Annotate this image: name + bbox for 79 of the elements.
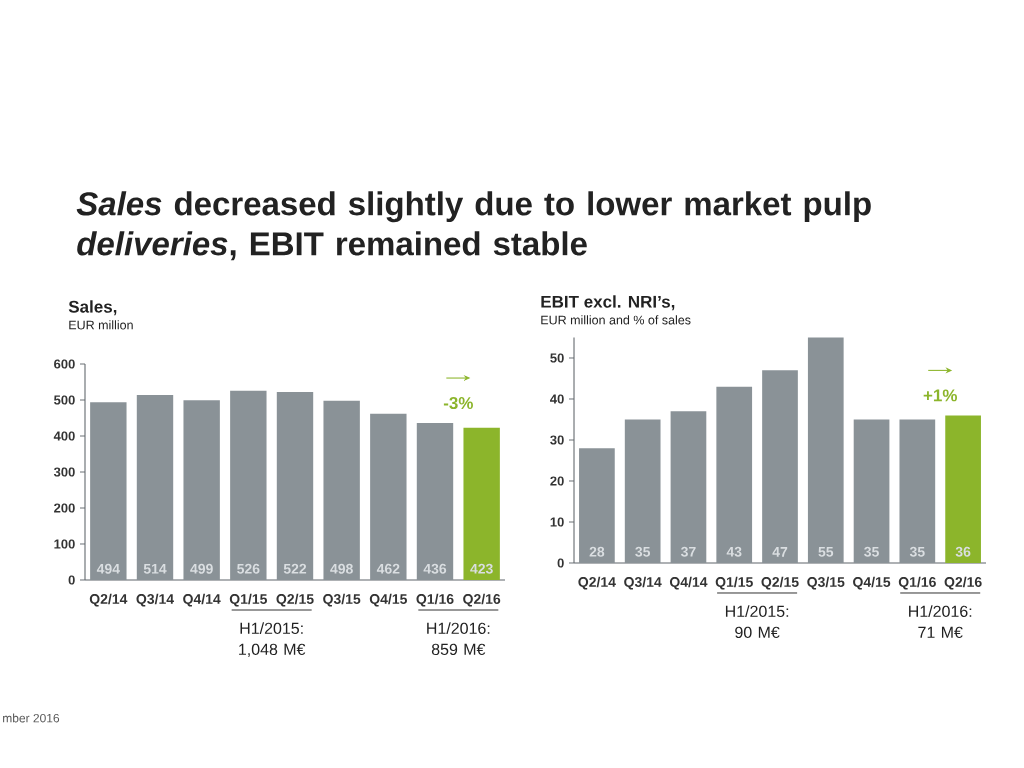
x-tick-label: Q2/15 xyxy=(761,576,799,590)
y-tick-label: 200 xyxy=(54,503,75,513)
x-tick-label: Q1/16 xyxy=(416,593,454,607)
data-label: 436 xyxy=(423,563,447,574)
y-tick-label: 500 xyxy=(54,395,75,405)
text: Sales decreased slightly due to lower market pulp deliveries, EBIT remained stable xyxy=(76,191,871,261)
x-tick-label: Q4/15 xyxy=(369,593,407,607)
bar xyxy=(670,411,707,563)
data-label: 37 xyxy=(680,546,696,557)
data-label: 526 xyxy=(237,563,260,574)
x-tick-label: Q2/14 xyxy=(89,593,128,607)
y-tick-label: 600 xyxy=(54,359,75,369)
y-tick-label: 0 xyxy=(557,558,564,568)
chart-title: Sales, xyxy=(68,300,117,316)
data-label: 423 xyxy=(470,563,493,574)
text: H1/2016: 71 M€ xyxy=(909,605,972,639)
x-tick-label: Q2/16 xyxy=(463,593,501,607)
data-label: 35 xyxy=(864,546,879,557)
x-tick-label: Q3/14 xyxy=(136,593,174,607)
bar xyxy=(762,370,798,563)
x-tick-label: Q1/16 xyxy=(898,576,936,590)
y-tick-label: 400 xyxy=(53,431,75,441)
bar xyxy=(899,419,936,563)
chart-subtitle: EUR million and % of sales xyxy=(541,315,691,325)
x-tick-label: Q4/14 xyxy=(669,576,708,590)
bar xyxy=(276,392,314,580)
bar xyxy=(624,419,661,563)
bar xyxy=(136,394,174,580)
chart-title: EBIT excl. NRI’s, xyxy=(541,295,675,311)
data-label: 47 xyxy=(772,547,788,557)
bar xyxy=(370,413,407,580)
bar xyxy=(853,419,890,563)
data-label: 55 xyxy=(818,546,834,557)
bar xyxy=(416,423,454,580)
y-tick-label: 50 xyxy=(550,353,564,363)
y-tick-label: 10 xyxy=(550,517,564,527)
x-tick-label: Q1/15 xyxy=(715,576,753,590)
annotation: -3% xyxy=(443,397,473,410)
text: H1/2015: 1,048 M€ xyxy=(239,622,306,657)
y-tick-label: 100 xyxy=(54,539,75,549)
data-label: 36 xyxy=(955,546,971,557)
bar xyxy=(90,402,127,580)
bar xyxy=(945,415,981,563)
data-label: 35 xyxy=(909,546,925,557)
x-tick-label: Q3/15 xyxy=(323,593,361,607)
y-tick-label: 0 xyxy=(68,575,75,585)
data-label: 462 xyxy=(376,563,400,574)
data-label: 35 xyxy=(635,546,651,557)
bar xyxy=(463,427,500,580)
bar xyxy=(323,400,360,580)
annotation: +1% xyxy=(923,389,958,402)
data-label: 498 xyxy=(330,563,353,574)
bar xyxy=(230,390,267,580)
y-tick-label: 300 xyxy=(53,467,75,477)
x-tick-label: Q4/15 xyxy=(853,576,891,590)
bar xyxy=(183,400,220,580)
x-tick-label: Q3/14 xyxy=(624,576,662,590)
data-label: 522 xyxy=(283,563,307,574)
x-tick-label: Q2/15 xyxy=(276,593,314,607)
data-label: 43 xyxy=(726,546,742,557)
text: H1/2015: 90 M€ xyxy=(725,605,789,639)
x-tick-label: Q2/16 xyxy=(944,576,982,590)
x-tick-label: Q1/15 xyxy=(229,593,267,607)
data-label: 499 xyxy=(190,563,213,574)
data-label: 494 xyxy=(96,563,120,574)
x-tick-label: Q3/15 xyxy=(807,576,845,590)
chart-subtitle: EUR million xyxy=(69,320,133,330)
y-tick-label: 30 xyxy=(550,435,564,445)
data-label: 514 xyxy=(143,563,167,574)
data-label: 28 xyxy=(589,546,605,557)
text: mber 2016 xyxy=(3,713,60,723)
x-tick-label: Q2/14 xyxy=(578,576,616,590)
bar xyxy=(716,386,753,563)
bar xyxy=(807,337,844,563)
y-tick-label: 20 xyxy=(550,476,564,486)
x-tick-label: Q4/14 xyxy=(183,593,221,607)
y-tick-label: 40 xyxy=(550,394,564,404)
bar xyxy=(579,448,615,563)
text: H1/2016: 859 M€ xyxy=(427,622,490,656)
